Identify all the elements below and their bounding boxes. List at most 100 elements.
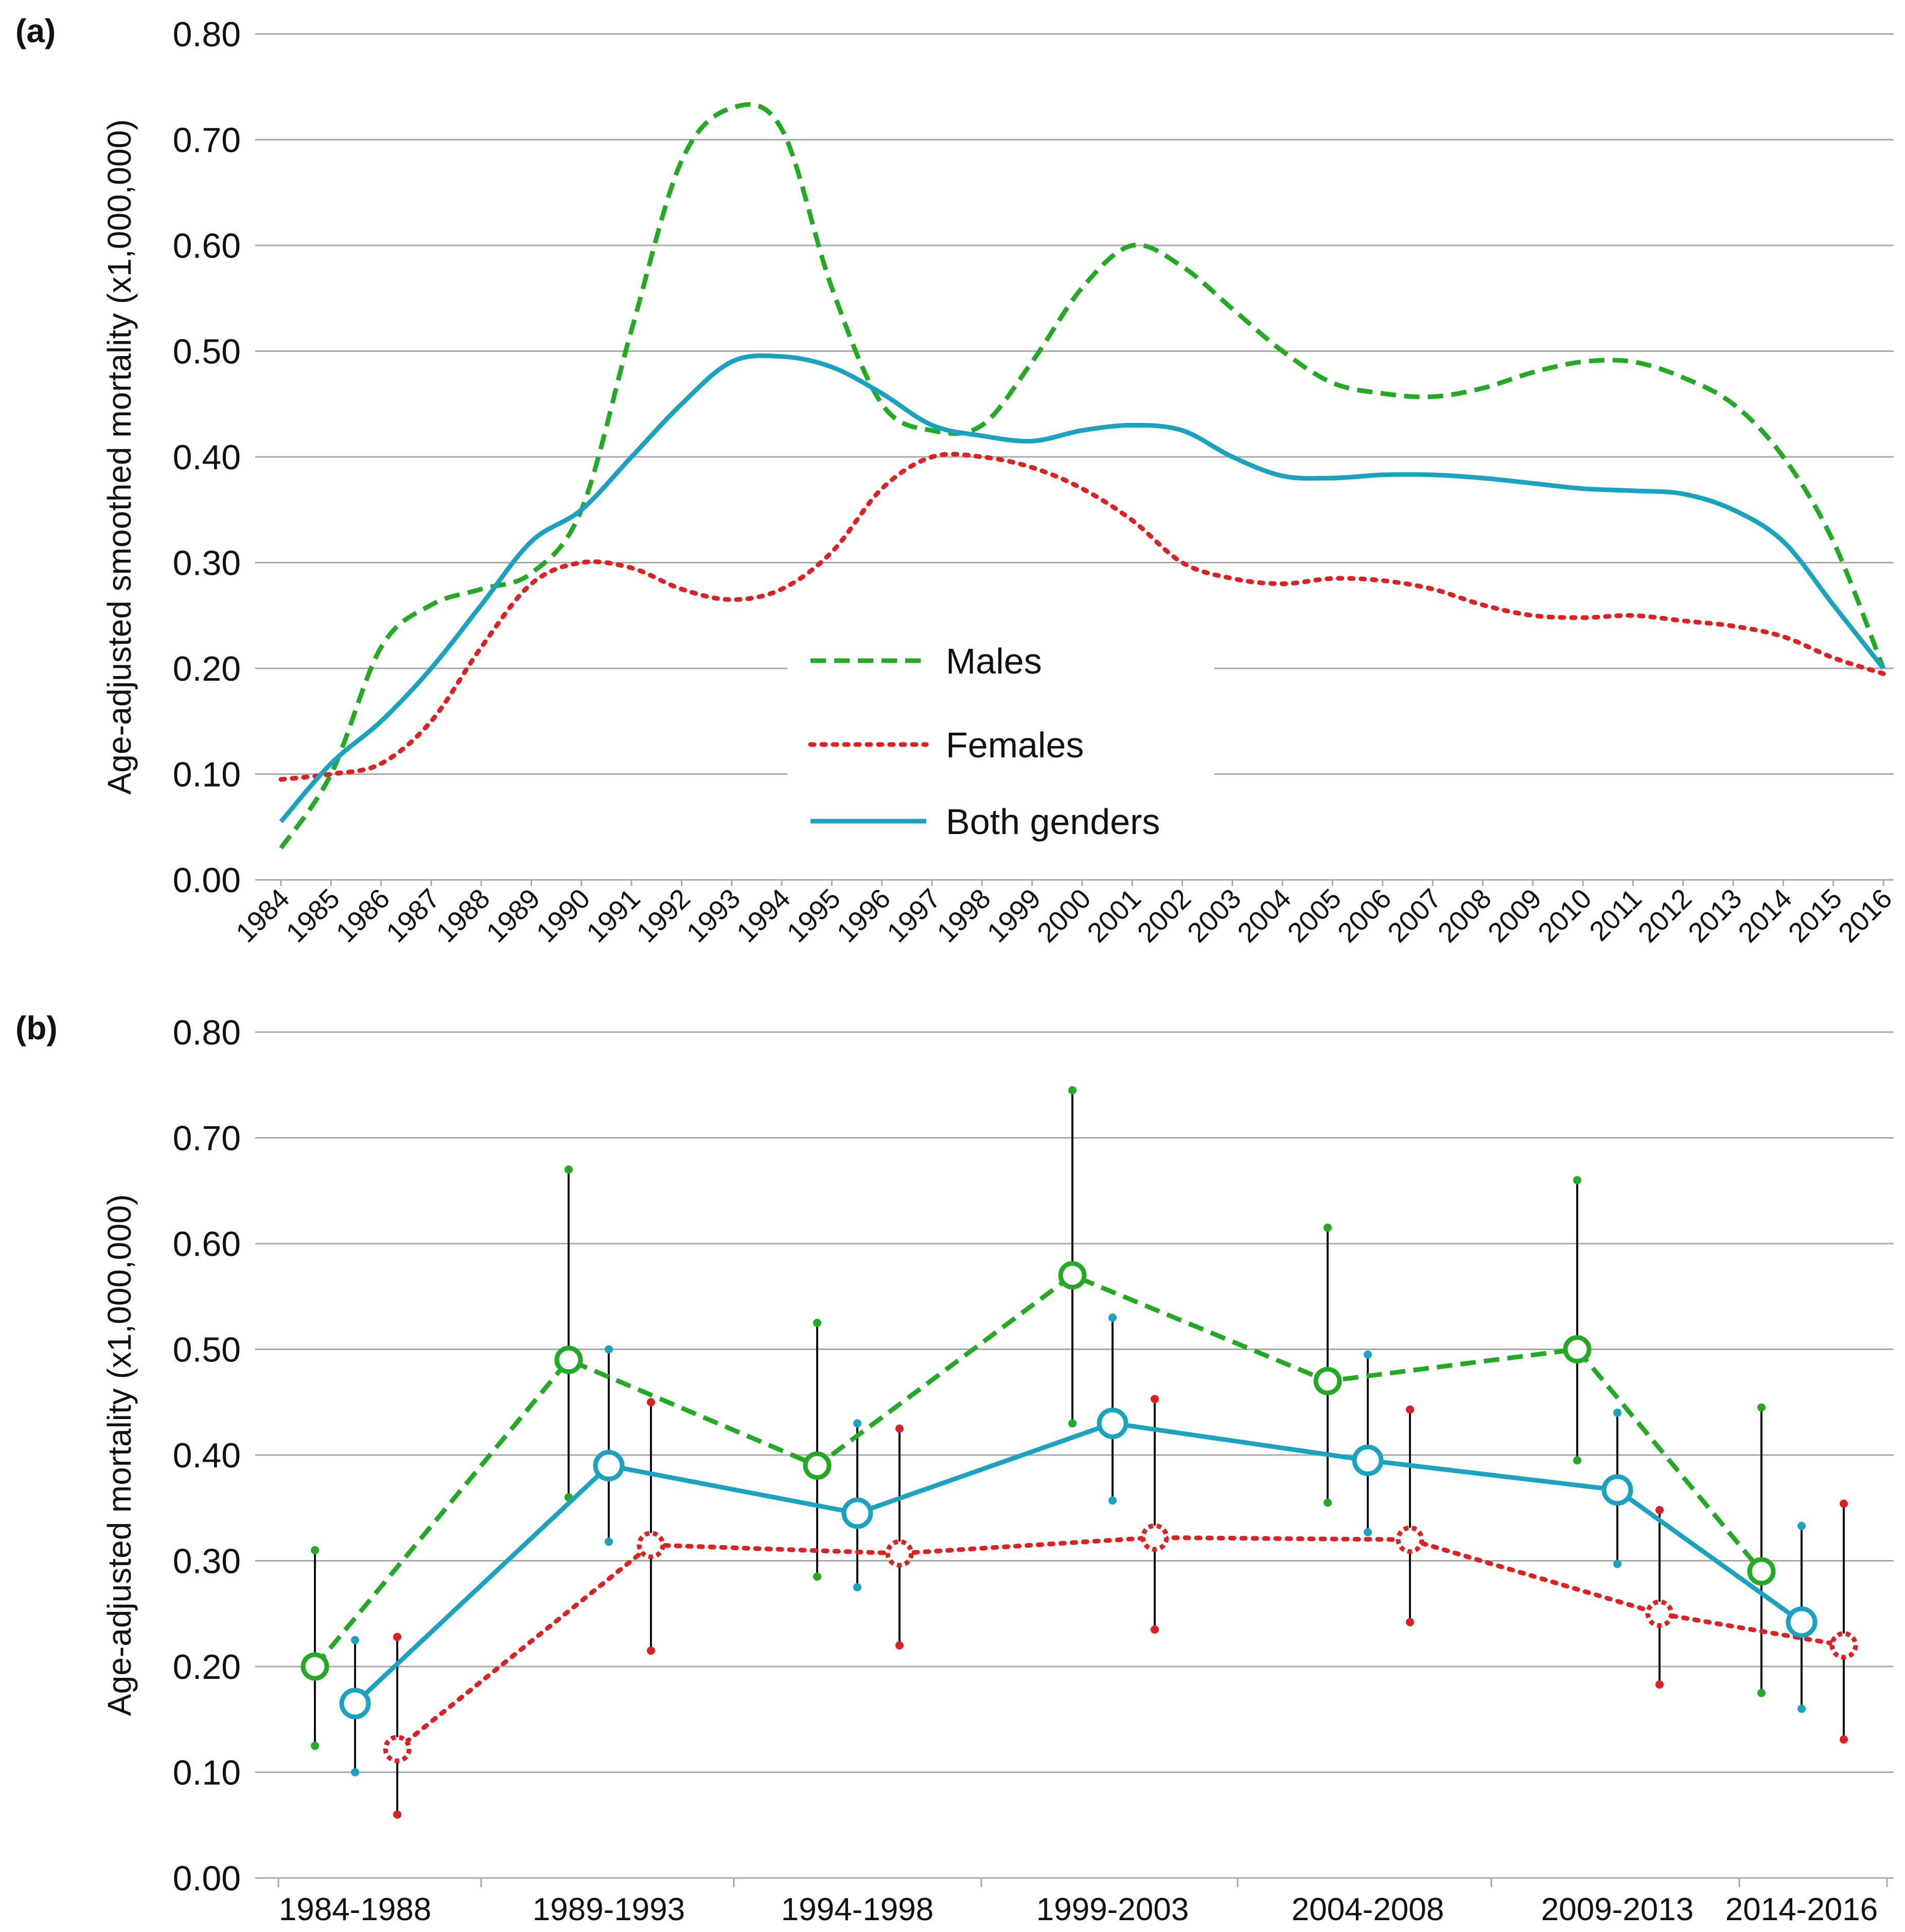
y-tick-label-a: 0.60: [173, 226, 241, 265]
x-tick-label-a: 1998: [931, 883, 996, 948]
x-tick-label-a: 2010: [1532, 883, 1597, 948]
x-tick-label-a: 2014: [1732, 883, 1797, 948]
data-point-both-genders: [339, 1688, 371, 1720]
error-cap-lower-females: [647, 1646, 655, 1655]
data-point-males: [1313, 1367, 1342, 1395]
x-tick-label-a: 2003: [1181, 883, 1247, 948]
x-tick-label-a: 1988: [430, 883, 496, 948]
data-point-both-genders: [1601, 1474, 1633, 1506]
y-tick-label-a: 0.50: [173, 332, 241, 371]
x-tick-label-b: 1999-2003: [1036, 1892, 1189, 1927]
error-cap-lower-both-genders: [605, 1537, 613, 1546]
x-tick-label-b: 1984-1988: [279, 1892, 432, 1927]
error-cap-lower-females: [1840, 1735, 1848, 1744]
data-point-males: [1747, 1557, 1776, 1586]
x-tick-label-a: 1997: [881, 883, 946, 948]
x-tick-label-a: 2008: [1432, 883, 1497, 948]
panel-label-a: (a): [15, 12, 56, 49]
error-cap-upper-both-genders: [1613, 1408, 1621, 1417]
error-cap-upper-females: [1840, 1499, 1848, 1508]
error-cap-lower-males: [1573, 1456, 1581, 1465]
error-cap-upper-females: [647, 1398, 655, 1407]
x-tick-label-a: 2007: [1382, 883, 1447, 948]
x-tick-label-a: 2004: [1231, 883, 1297, 948]
data-point-females: [1396, 1525, 1424, 1554]
x-tick-label-b: 2004-2008: [1292, 1892, 1444, 1927]
x-tick-label-a: 2012: [1632, 883, 1698, 948]
x-tick-label-b: 1994-1998: [781, 1892, 934, 1927]
y-tick-label-a: 0.30: [173, 544, 241, 583]
error-cap-upper-both-genders: [351, 1636, 359, 1644]
error-cap-upper-males: [1757, 1403, 1766, 1412]
error-cap-lower-females: [393, 1810, 401, 1819]
series-line-b-males: [313, 1273, 1763, 1668]
error-cap-upper-males: [1324, 1224, 1332, 1232]
x-tick-label-a: 1993: [681, 883, 746, 948]
series-line-a-females: [278, 452, 1886, 782]
y-axis-title-b: Age-adjusted mortality (x1,000,000): [101, 1194, 138, 1716]
error-cap-lower-both-genders: [1108, 1496, 1117, 1505]
y-tick-label-a: 0.20: [173, 649, 241, 688]
data-point-females: [1829, 1631, 1858, 1660]
error-cap-lower-both-genders: [1797, 1705, 1806, 1713]
data-point-males: [1058, 1261, 1087, 1290]
error-cap-upper-males: [565, 1165, 573, 1174]
y-tick-label-a: 0.80: [173, 15, 241, 54]
error-cap-lower-females: [1151, 1625, 1159, 1634]
data-point-both-genders: [1352, 1444, 1384, 1476]
y-tick-label-b: 0.10: [173, 1753, 241, 1793]
x-tick-label-a: 1994: [731, 883, 796, 948]
y-tick-label-b: 0.30: [173, 1542, 241, 1581]
x-tick-label-a: 2001: [1081, 883, 1146, 948]
x-tick-label-a: 2006: [1332, 883, 1397, 948]
panel-label-b: (b): [15, 1009, 58, 1047]
data-point-females: [1645, 1599, 1674, 1628]
error-cap-lower-males: [813, 1572, 821, 1581]
error-cap-upper-males: [813, 1319, 821, 1327]
error-cap-lower-both-genders: [1364, 1528, 1372, 1537]
error-cap-lower-both-genders: [853, 1583, 861, 1591]
error-cap-lower-males: [1068, 1419, 1077, 1428]
x-tick-label-a: 2002: [1132, 883, 1197, 948]
x-tick-label-a: 1995: [781, 883, 846, 948]
y-axis-title-a: Age-adjusted smoothed mortality (x1,000,…: [101, 119, 138, 795]
y-tick-label-a: 0.10: [173, 755, 241, 794]
data-point-both-genders: [841, 1497, 873, 1529]
x-tick-label-a: 1996: [831, 883, 896, 948]
legend-label-females: Females: [946, 725, 1084, 765]
series-line-a-both-genders: [279, 353, 1885, 823]
error-cap-upper-males: [1068, 1086, 1077, 1095]
x-tick-label-a: 2016: [1832, 883, 1898, 948]
data-point-females: [885, 1539, 914, 1568]
x-tick-label-b: 2014-2016: [1725, 1892, 1878, 1927]
data-point-females: [637, 1531, 665, 1559]
error-cap-upper-females: [1151, 1395, 1159, 1404]
data-point-females: [1140, 1523, 1169, 1552]
y-tick-label-b: 0.80: [173, 1013, 241, 1052]
legend-background: [787, 638, 1214, 864]
data-point-both-genders: [1786, 1606, 1818, 1638]
x-tick-label-a: 2009: [1482, 883, 1547, 948]
error-cap-upper-females: [393, 1633, 401, 1641]
error-cap-upper-females: [1655, 1505, 1664, 1514]
y-tick-label-b: 0.40: [173, 1436, 241, 1475]
legend-label-both: Both genders: [946, 802, 1160, 842]
data-point-males: [803, 1451, 832, 1480]
x-tick-label-a: 2015: [1783, 883, 1848, 948]
x-tick-label-a: 1991: [580, 883, 646, 948]
error-cap-lower-males: [311, 1742, 319, 1750]
y-tick-label-a: 0.40: [173, 438, 241, 477]
x-tick-label-a: 2005: [1282, 883, 1347, 948]
y-tick-label-a: 0.00: [173, 861, 241, 900]
x-tick-label-a: 1989: [481, 883, 546, 948]
x-tick-label-a: 1986: [330, 883, 396, 948]
x-tick-label-a: 2011: [1583, 883, 1648, 947]
error-cap-lower-females: [1406, 1618, 1414, 1626]
x-tick-label-a: 2013: [1682, 883, 1748, 948]
y-tick-label-a: 0.70: [173, 121, 241, 160]
legend: Males Females Both genders: [808, 641, 1160, 842]
error-cap-upper-males: [311, 1546, 319, 1554]
error-cap-lower-males: [1324, 1498, 1332, 1507]
data-point-males: [301, 1652, 329, 1681]
